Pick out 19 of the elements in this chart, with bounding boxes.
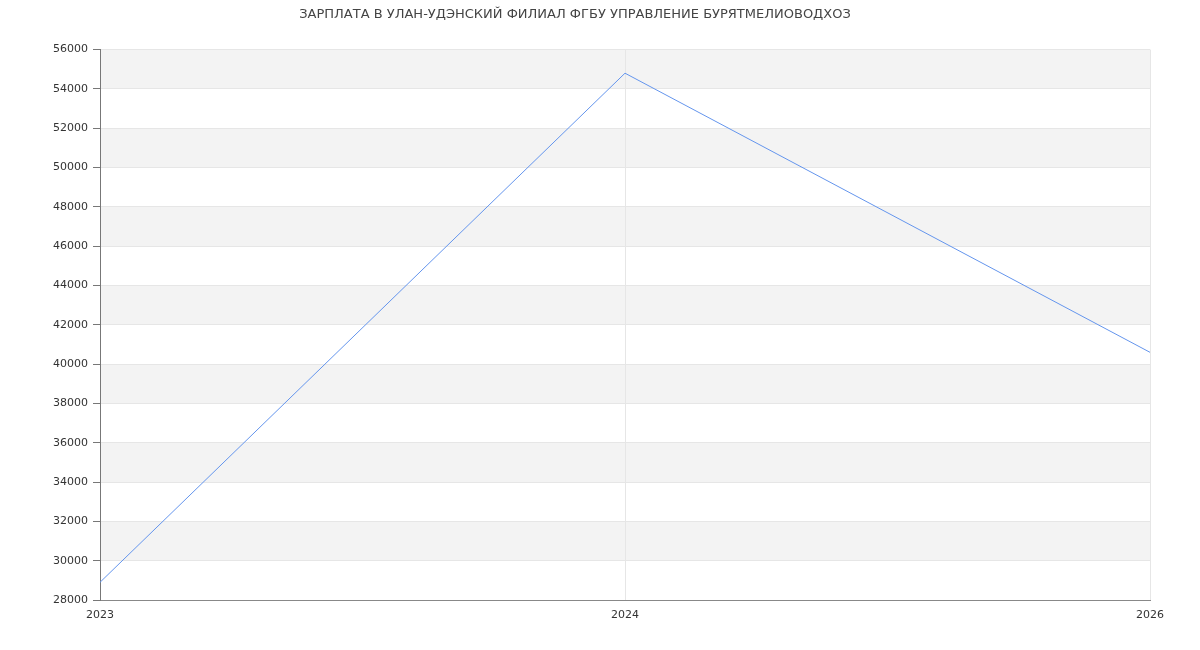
y-tick-label: 34000	[53, 474, 88, 488]
y-tick-label: 46000	[53, 239, 88, 253]
y-tick-label: 52000	[53, 121, 88, 135]
y-tick-label: 42000	[53, 317, 88, 331]
x-tick-label: 2023	[86, 608, 114, 622]
y-tick-label: 56000	[53, 42, 88, 56]
y-tick-label: 44000	[53, 278, 88, 292]
y-tick-label: 48000	[53, 199, 88, 213]
y-tick-label: 32000	[53, 514, 88, 528]
y-tick-label: 50000	[53, 160, 88, 174]
y-tick-label: 38000	[53, 396, 88, 410]
y-tick-label: 36000	[53, 435, 88, 449]
y-tick-label: 28000	[53, 592, 88, 606]
y-tick-label: 40000	[53, 356, 88, 370]
chart-title: ЗАРПЛАТА В УЛАН-УДЭНСКИЙ ФИЛИАЛ ФГБУ УПРАВЛЕНИЕ БУРЯТМЕЛИОВОДХОЗ	[299, 6, 851, 22]
x-tick-label: 2024	[611, 608, 639, 622]
x-tick-label: 2026	[1136, 608, 1164, 622]
y-tick-label: 54000	[53, 81, 88, 95]
y-tick-label: 30000	[53, 553, 88, 567]
